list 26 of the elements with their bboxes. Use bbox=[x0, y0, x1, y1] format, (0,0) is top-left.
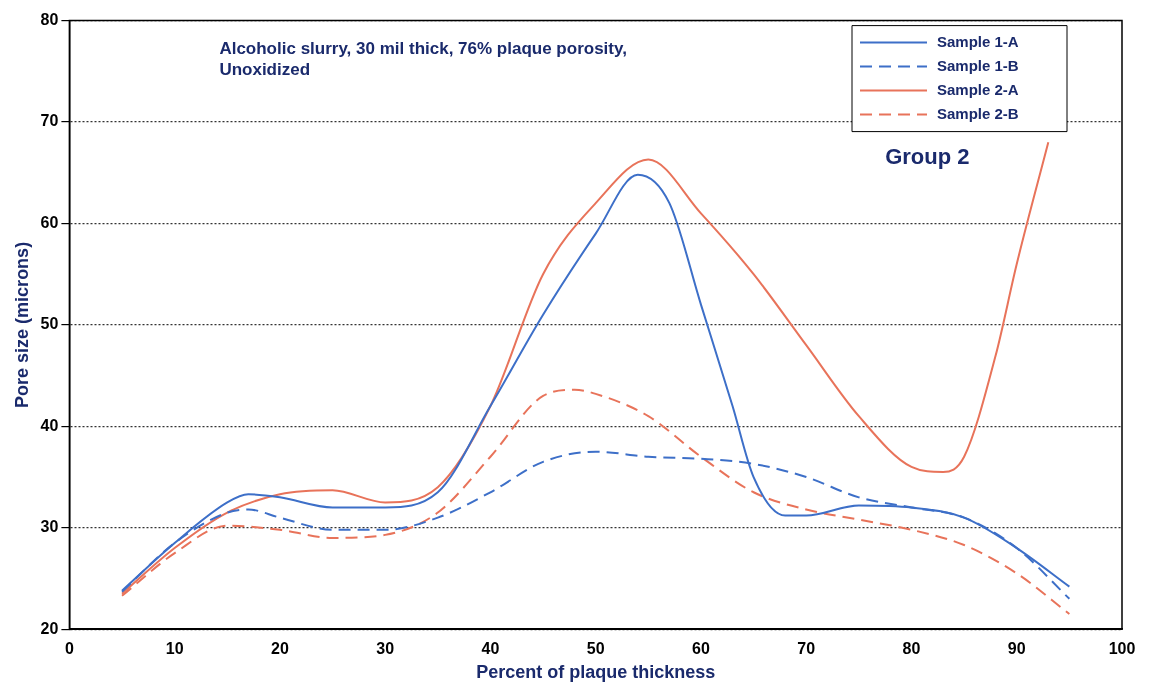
y-tick-label: 70 bbox=[40, 112, 59, 130]
legend-label: Sample 2-B bbox=[937, 104, 1019, 122]
x-tick-label: 70 bbox=[797, 640, 816, 658]
y-axis-title: Pore size (microns) bbox=[11, 241, 32, 408]
y-tick-label: 20 bbox=[40, 619, 59, 637]
x-tick-label: 60 bbox=[692, 640, 710, 658]
x-axis-title: Percent of plaque thickness bbox=[476, 662, 716, 683]
x-tick-label: 90 bbox=[1007, 640, 1026, 658]
x-tick-label: 10 bbox=[165, 640, 184, 658]
y-tick-label: 30 bbox=[40, 518, 59, 536]
x-tick-label: 50 bbox=[586, 640, 605, 658]
x-tick-label: 80 bbox=[902, 640, 921, 658]
legend-label: Sample 1-A bbox=[937, 32, 1019, 50]
y-tick-label: 40 bbox=[40, 416, 59, 434]
x-tick-label: 40 bbox=[481, 640, 500, 658]
x-tick-label: 0 bbox=[64, 640, 74, 658]
annotation: Group 2 bbox=[885, 143, 970, 169]
x-tick-label: 30 bbox=[376, 640, 395, 658]
y-tick-label: 80 bbox=[40, 11, 59, 29]
x-tick-label: 20 bbox=[271, 640, 289, 658]
y-tick-label: 60 bbox=[40, 213, 59, 231]
y-tick-label: 50 bbox=[40, 315, 59, 333]
legend-label: Sample 1-B bbox=[937, 56, 1019, 74]
legend-label: Sample 2-A bbox=[937, 80, 1019, 98]
x-tick-label: 100 bbox=[1108, 640, 1136, 658]
text: Alcoholic slurry, 30 mil thick, 76% plaque porosity, Unoxidized bbox=[219, 38, 627, 79]
